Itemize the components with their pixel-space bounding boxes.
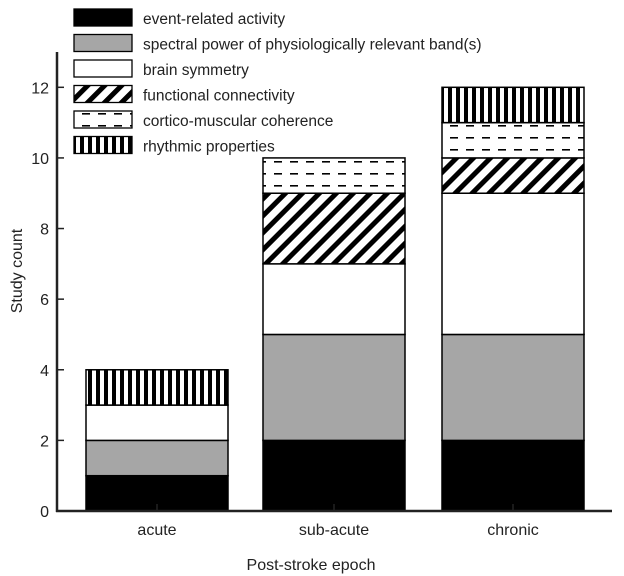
legend-swatch-rhythmic-properties: [73, 135, 133, 155]
bars-group: [85, 86, 585, 512]
legend-swatch-event-related-activity: [73, 8, 133, 27]
legend-label-cortico-muscular-coherence: cortico-muscular coherence: [143, 113, 333, 130]
x-ticks-group: acute sub-acute chronic: [137, 504, 539, 539]
bar-segment-sub-acute-spectral-power-of-physiologically-relevant-band-s: [262, 333, 406, 442]
bar-segment-chronic-brain-symmetry: [441, 192, 585, 336]
bar-segment-sub-acute-brain-symmetry: [262, 263, 406, 336]
y-tick-label: 10: [31, 151, 49, 168]
x-tick-label-sub-acute: sub-acute: [299, 522, 369, 539]
y-ticks-group: 0 2 4 6 8 10 12: [31, 80, 64, 521]
legend-swatch-cortico-muscular-coherence: [73, 110, 133, 129]
legend-swatch-functional-connectivity: [73, 84, 133, 104]
bar-segment-chronic-cortico-muscular-coherence: [441, 121, 585, 159]
bar-segment-sub-acute-cortico-muscular-coherence: [262, 157, 406, 194]
x-tick-label-acute: acute: [137, 522, 176, 539]
y-axis-label: Study count: [9, 228, 26, 313]
bar-segment-acute-brain-symmetry: [85, 404, 229, 442]
bar-segment-acute-spectral-power-of-physiologically-relevant-band-s: [85, 439, 229, 477]
y-tick-label: 8: [40, 222, 49, 239]
legend-label-spectral-power-of-physiologically-relevant-band-s: spectral power of physiologically releva…: [143, 37, 482, 54]
y-tick-label: 0: [40, 504, 49, 521]
legend-swatch-spectral-power-of-physiologically-relevant-band-s: [73, 33, 133, 53]
y-tick-label: 4: [40, 363, 49, 380]
legend-swatch-brain-symmetry: [73, 59, 133, 78]
bar-segment-sub-acute-functional-connectivity: [262, 192, 406, 265]
y-tick-label: 12: [31, 80, 49, 97]
bar-segment-chronic-spectral-power-of-physiologically-relevant-band-s: [441, 333, 585, 442]
bar-segment-chronic-event-related-activity: [441, 439, 585, 512]
legend-label-functional-connectivity: functional connectivity: [143, 88, 295, 105]
bar-segment-chronic-rhythmic-properties: [441, 86, 585, 124]
y-tick-label: 2: [40, 433, 49, 450]
legend: event-related activity spectral power of …: [73, 8, 482, 156]
legend-label-rhythmic-properties: rhythmic properties: [143, 139, 275, 156]
bar-segment-chronic-functional-connectivity: [441, 157, 585, 194]
plot-area: 0 2 4 6 8 10 12 acute sub-acute chronic: [31, 52, 612, 539]
bar-segment-sub-acute-event-related-activity: [262, 439, 406, 512]
x-axis-label: Post-stroke epoch: [247, 557, 376, 574]
y-tick-label: 6: [40, 292, 49, 309]
x-tick-label-chronic: chronic: [487, 522, 539, 539]
legend-label-brain-symmetry: brain symmetry: [143, 62, 249, 79]
bar-segment-acute-rhythmic-properties: [85, 369, 229, 406]
legend-label-event-related-activity: event-related activity: [143, 11, 285, 28]
